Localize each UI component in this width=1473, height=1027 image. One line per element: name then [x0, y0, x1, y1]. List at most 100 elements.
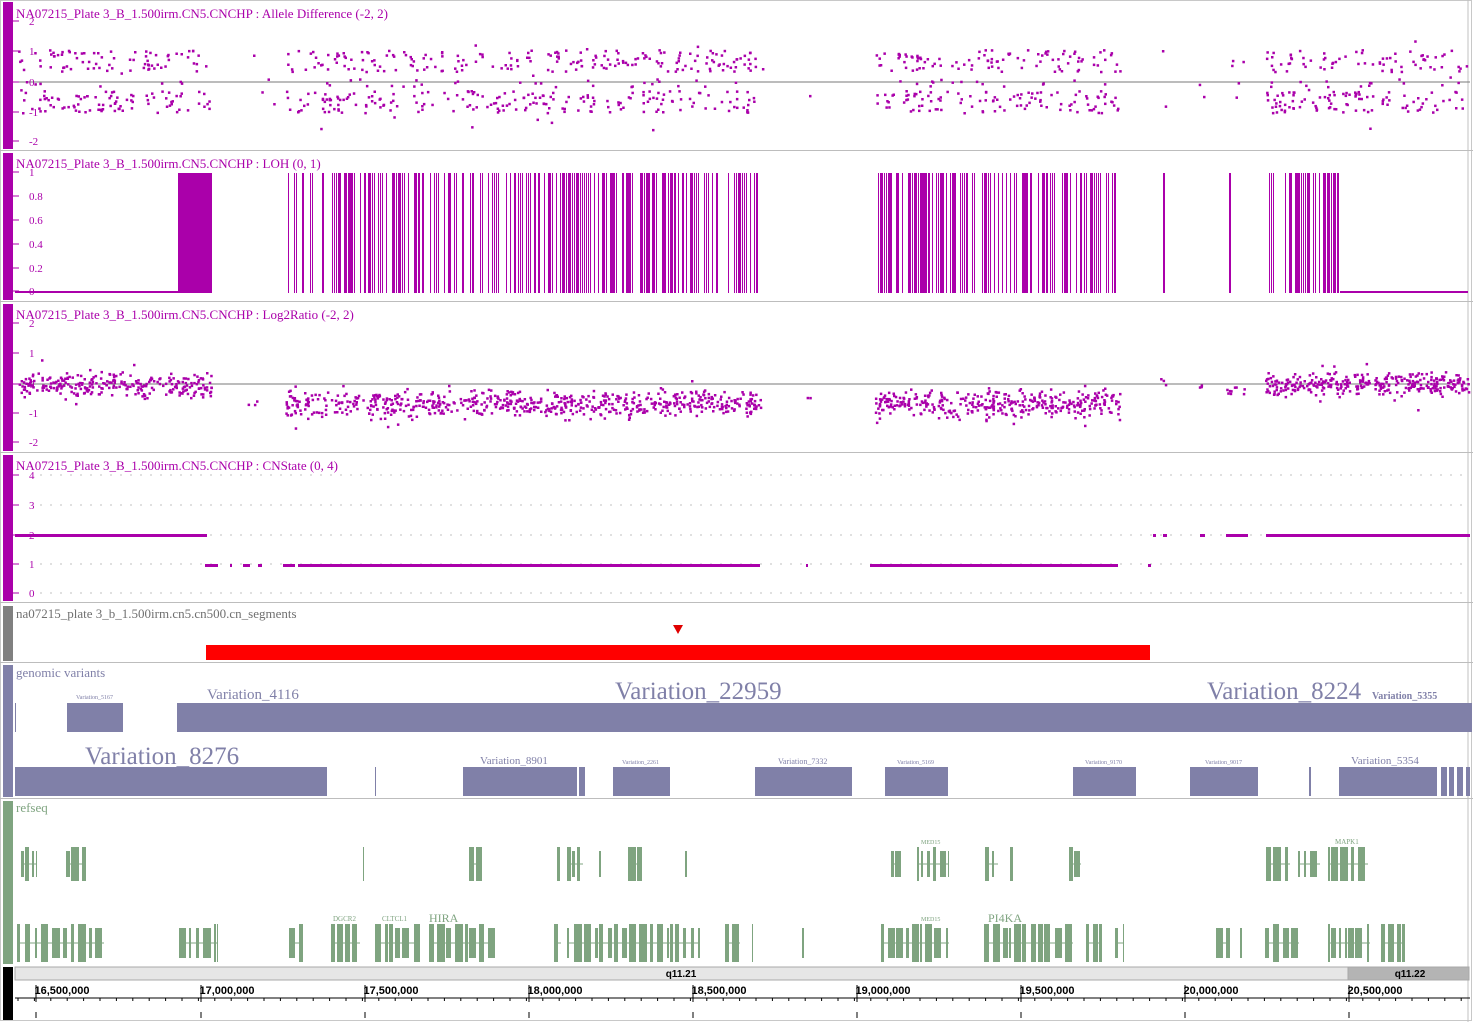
ruler-minor-ticks [17, 998, 1462, 1001]
tick-label: 0.8 [29, 191, 43, 203]
loh-track[interactable]: NA07215_Plate 3_B_1.500irm.CN5.CNCHP : L… [0, 153, 1473, 302]
variant-label: Variation_4116 [207, 687, 299, 703]
axis-ticks: 2 1 0 -1 -2 [13, 16, 38, 148]
tick-label: 0.6 [29, 215, 43, 227]
variant-feature[interactable] [1449, 767, 1454, 796]
track-title: NA07215_Plate 3_B_1.500irm.CN5.CNCHP : L… [16, 307, 354, 322]
track-handle[interactable] [3, 967, 13, 1020]
cytoband-q11-22[interactable] [1347, 966, 1470, 981]
gene-label: HIRA [429, 911, 459, 925]
track-title: genomic variants [16, 665, 105, 680]
gene-label: MED15 [921, 840, 940, 846]
allele-difference-track[interactable]: NA07215_Plate 3_B_1.500irm.CN5.CNCHP : A… [0, 2, 1473, 151]
ruler-position-label: 20,500,000 [1347, 985, 1402, 997]
track-title: NA07215_Plate 3_B_1.500irm.CN5.CNCHP : L… [16, 156, 321, 171]
variant-label: Variation_2261 [622, 760, 659, 766]
track-handle[interactable] [3, 665, 13, 797]
variant-feature[interactable] [1309, 767, 1311, 796]
allele-difference-points [18, 40, 1469, 132]
variant-feature[interactable] [1466, 767, 1470, 796]
tick-label: 0 [29, 588, 35, 600]
refseq-genes [17, 847, 1405, 962]
tick-label: 1 [29, 559, 35, 571]
variant-feature[interactable] [1441, 767, 1447, 796]
tick-label: 2 [29, 16, 35, 28]
tick-label: 3 [29, 500, 35, 512]
ruler-position-label: 18,000,000 [527, 985, 582, 997]
track-handle[interactable] [3, 455, 13, 601]
gene-label: MAPK1 [1335, 838, 1359, 846]
tick-label: 1 [29, 46, 35, 58]
cnstate-segments [15, 534, 1470, 567]
variant-feature[interactable] [1339, 767, 1437, 796]
cytoband-label: q11.22 [1395, 969, 1426, 980]
segment-marker-icon[interactable] [673, 625, 683, 634]
gene-label: DGCR2 [333, 915, 356, 923]
log2ratio-points [18, 359, 1471, 430]
track-handle[interactable] [3, 2, 13, 149]
tick-label: 2 [29, 318, 35, 330]
gene-label: MED15 [921, 917, 940, 923]
track-title: NA07215_Plate 3_B_1.500irm.CN5.CNCHP : C… [16, 458, 338, 473]
gene-label: CLTCL1 [382, 915, 408, 923]
variant-feature[interactable] [755, 767, 852, 796]
tick-label: -2 [29, 136, 38, 148]
variant-feature[interactable] [1073, 767, 1136, 796]
loh-bars [15, 173, 1468, 293]
coordinate-ruler[interactable]: q11.21 q11.22 16,500,000 17,000,000 17,500… [3, 966, 1470, 1020]
ruler-major-ticks: 16,500,000 17,000,000 17,500,000 18,000,000… [34, 985, 1403, 1018]
cnstate-track[interactable]: NA07215_Plate 3_B_1.500irm.CN5.CNCHP : C… [0, 455, 1473, 603]
track-handle[interactable] [3, 153, 13, 300]
variant-label: Variation_5169 [897, 760, 934, 766]
ruler-position-label: 16,500,000 [34, 985, 89, 997]
track-handle[interactable] [3, 606, 13, 661]
ruler-position-label: 17,000,000 [199, 985, 254, 997]
variant-feature[interactable] [885, 767, 948, 796]
variant-label: Variation_8224 [1207, 678, 1362, 705]
variant-feature[interactable] [1457, 767, 1463, 796]
variant-feature[interactable] [463, 767, 577, 796]
gene-label: PI4KA [988, 911, 1022, 925]
tick-label: 4 [29, 470, 35, 482]
tick-label: 0.4 [29, 239, 43, 251]
variant-feature[interactable] [177, 703, 1472, 732]
ruler-position-label: 18,500,000 [691, 985, 746, 997]
track-handle[interactable] [3, 801, 13, 964]
variant-label: Variation_5354 [1351, 755, 1419, 767]
track-title: na07215_plate 3_b_1.500irm.cn5.cn500.cn_… [16, 606, 297, 621]
tick-label: -1 [29, 408, 38, 420]
ruler-position-label: 19,000,000 [855, 985, 910, 997]
tick-label: 1 [29, 348, 35, 360]
variant-label: Variation_8276 [85, 743, 239, 770]
variant-feature[interactable] [15, 767, 327, 796]
variant-label: Variation_5355 [1372, 691, 1437, 702]
variant-label: Variation_7332 [778, 757, 827, 766]
track-title: refseq [16, 800, 48, 815]
variant-feature[interactable] [613, 767, 670, 796]
genomic-variants-track[interactable]: genomic variants Variation_5167 Variatio… [0, 665, 1473, 799]
tick-label: -2 [29, 437, 38, 449]
tick-label: 0.2 [29, 263, 43, 275]
variant-feature[interactable] [375, 767, 376, 796]
variant-feature[interactable] [579, 767, 585, 796]
log2ratio-track[interactable]: NA07215_Plate 3_B_1.500irm.CN5.CNCHP : L… [0, 304, 1473, 453]
variant-label: Variation_22959 [615, 678, 782, 705]
variant-feature[interactable] [1190, 767, 1258, 796]
tick-label: 0 [29, 77, 35, 89]
track-handle[interactable] [3, 304, 13, 451]
variant-label: Variation_8901 [480, 755, 548, 767]
variant-label: Variation_9017 [1205, 760, 1242, 766]
cn-segment[interactable] [206, 645, 1150, 660]
refseq-track[interactable]: refseq DGCR2 CLTCL1 HIRA MED15 MED15 PI4… [3, 800, 1405, 964]
tick-label: 1 [29, 167, 35, 179]
cn-segments-track[interactable]: na07215_plate 3_b_1.500irm.cn5.cn500.cn_… [0, 606, 1473, 663]
variant-feature[interactable] [15, 703, 16, 732]
variant-feature[interactable] [67, 703, 123, 732]
track-title: NA07215_Plate 3_B_1.500irm.CN5.CNCHP : A… [16, 6, 388, 21]
variant-label: Variation_5167 [76, 695, 113, 701]
ruler-position-label: 17,500,000 [363, 985, 418, 997]
tick-label: -1 [29, 107, 38, 119]
